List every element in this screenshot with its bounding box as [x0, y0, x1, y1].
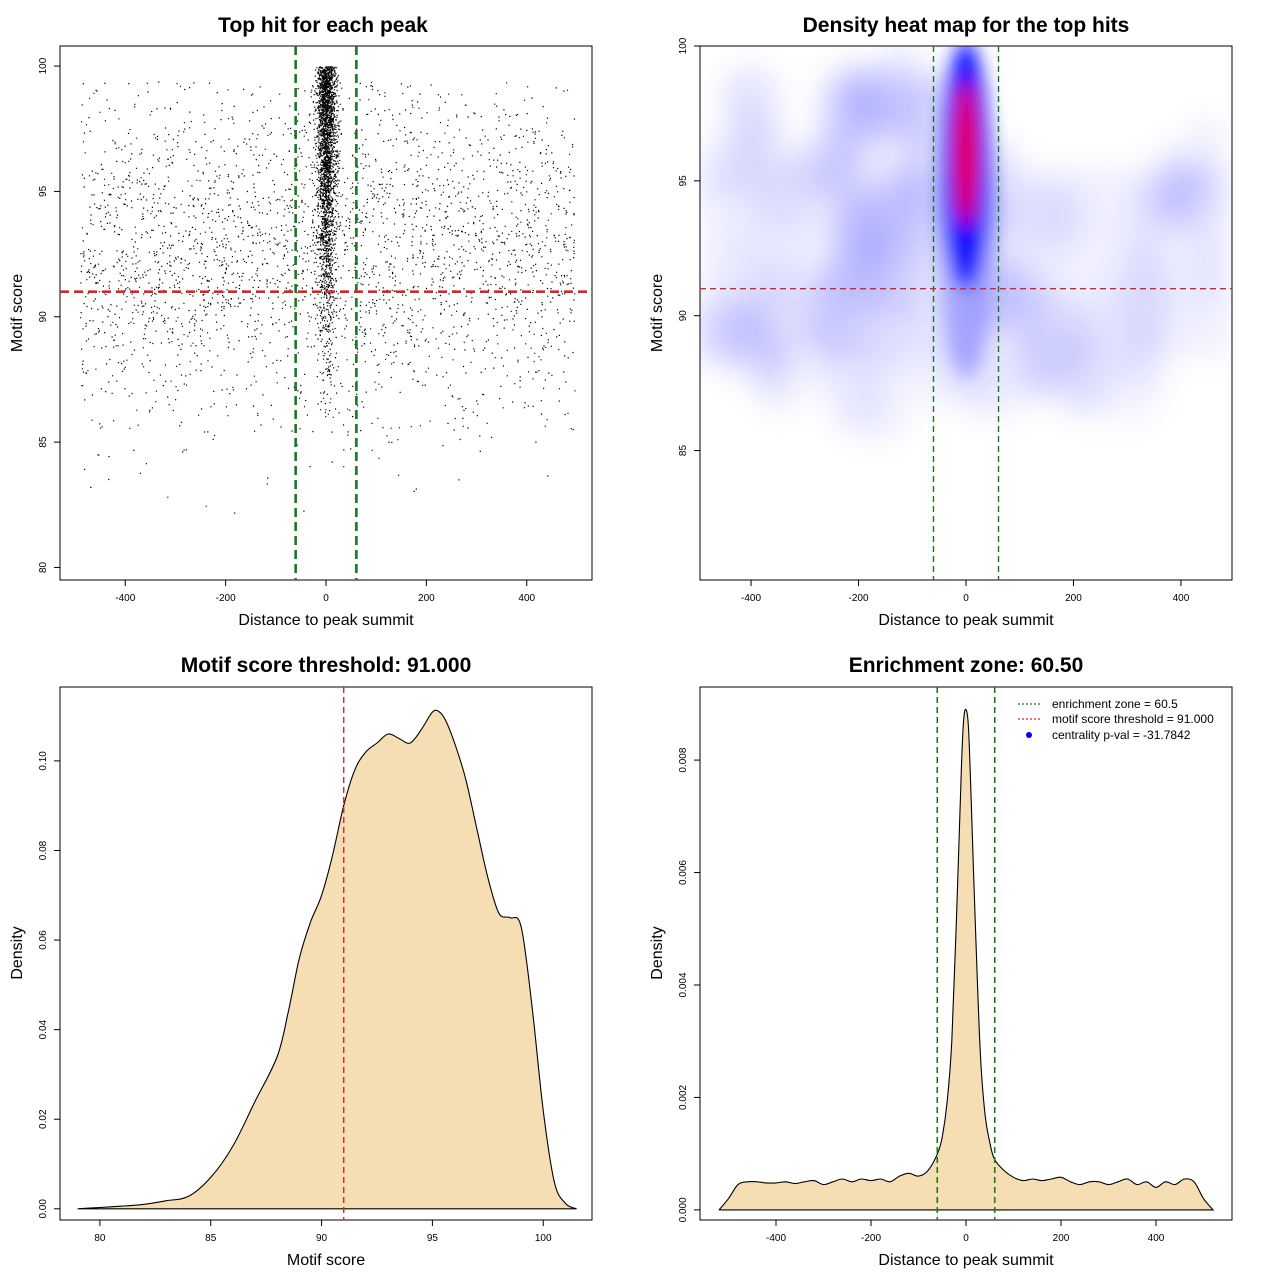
x-tick-label: 95	[427, 1233, 439, 1244]
x-tick-label: 0	[323, 593, 329, 604]
reference-lines	[700, 46, 1232, 580]
density-blob	[968, 361, 1035, 421]
legend: enrichment zone = 60.5 motif score thres…	[1018, 697, 1214, 742]
legend-pval-label: centrality p-val = -31.7842	[1052, 728, 1191, 742]
y-tick-label: 100	[38, 57, 49, 74]
x-axis-label: Distance to peak summit	[878, 612, 1054, 629]
x-tick-label: 100	[535, 1233, 552, 1244]
density-blob	[821, 62, 874, 121]
chart-title: Top hit for each peak	[218, 14, 428, 37]
x-tick-label: 200	[418, 593, 435, 604]
x-tick-label: -400	[115, 593, 135, 604]
y-tick-label: 90	[38, 311, 49, 323]
x-axis-label: Motif score	[287, 1252, 365, 1269]
density-line	[77, 709, 577, 1210]
density-blob	[858, 346, 915, 444]
y-axis-label: Density	[9, 926, 26, 979]
y-tick-label: 95	[38, 185, 49, 197]
x-tick-label: 400	[1148, 1233, 1165, 1244]
x-tick-label: -200	[216, 593, 236, 604]
scatter-panel: Top hit for each peak -400 -200 0 200 400 80…	[9, 14, 593, 629]
density-curve	[718, 708, 1215, 1211]
y-tick-label: 85	[678, 445, 689, 457]
y-tick-label: 0.00	[38, 1199, 49, 1219]
y-tick-label: 0.002	[678, 1084, 689, 1109]
y-tick-label: 85	[38, 436, 49, 448]
x-axis: 80 85 90 95 100	[94, 1220, 552, 1244]
x-axis-label: Distance to peak summit	[238, 612, 414, 629]
x-tick-label: 200	[1053, 1233, 1070, 1244]
x-tick-label: -200	[861, 1233, 881, 1244]
x-tick-label: -200	[849, 593, 869, 604]
y-tick-label: 0.06	[38, 930, 49, 950]
scatter-points	[80, 66, 576, 514]
legend-enrichment-label: enrichment zone = 60.5	[1052, 697, 1178, 711]
x-axis-label: Distance to peak summit	[878, 1252, 1054, 1269]
central-density	[936, 46, 996, 378]
x-tick-label: 80	[94, 1233, 106, 1244]
density-line	[718, 708, 1215, 1211]
y-tick-label: 0.006	[678, 860, 689, 885]
x-tick-label: 400	[518, 593, 535, 604]
x-tick-label: 90	[316, 1233, 328, 1244]
chart-title: Motif score threshold: 91.000	[181, 654, 472, 677]
y-tick-label: 90	[678, 310, 689, 322]
y-tick-label: 0.02	[38, 1109, 49, 1129]
y-tick-label: 100	[678, 37, 689, 54]
density-heat	[700, 46, 1232, 444]
score-density-panel: Motif score threshold: 91.000 80 85 90 95 10…	[9, 654, 593, 1269]
density-area-fill	[719, 709, 1213, 1210]
y-tick-label: 80	[38, 561, 49, 573]
legend-threshold-label: motif score threshold = 91.000	[1052, 712, 1214, 726]
scatter-point-cloud	[80, 66, 576, 514]
x-tick-label: 0	[963, 1233, 969, 1244]
x-tick-label: -400	[766, 1233, 786, 1244]
x-tick-label: -400	[741, 593, 761, 604]
y-tick-label: 0.008	[678, 747, 689, 772]
y-axis: 85 90 95 100	[678, 37, 700, 456]
legend-pval-point	[1026, 732, 1032, 738]
y-tick-label: 0.004	[678, 972, 689, 997]
x-axis: -400 -200 0 200 400	[741, 580, 1190, 604]
y-tick-label: 0.04	[38, 1019, 49, 1039]
x-axis: -400 -200 0 200 400	[115, 580, 536, 604]
x-tick-label: 400	[1173, 593, 1190, 604]
density-hotspot	[955, 81, 977, 226]
chart-title: Enrichment zone: 60.50	[849, 654, 1084, 677]
density-blob	[1095, 356, 1164, 425]
y-tick-label: 0.10	[38, 751, 49, 771]
x-tick-label: 0	[963, 593, 969, 604]
y-axis-label: Density	[649, 926, 666, 979]
plot-frame	[59, 686, 593, 1221]
x-tick-label: 200	[1065, 593, 1082, 604]
x-axis: -400 -200 0 200 400	[766, 1220, 1165, 1244]
density-area-fill	[77, 710, 577, 1209]
y-axis-label: Motif score	[649, 274, 666, 352]
density-curve	[77, 709, 577, 1210]
reference-lines	[60, 46, 592, 580]
heatmap-panel: Density heat map for the top hits -400 -2…	[649, 14, 1233, 629]
chart-title: Density heat map for the top hits	[803, 14, 1130, 37]
reference-lines	[936, 687, 996, 1220]
y-axis-label: Motif score	[9, 274, 26, 352]
y-axis: 0.00 0.02 0.04 0.06 0.08 0.10	[38, 751, 60, 1219]
distance-density-panel: Enrichment zone: 60.50 -400 -200 0 200 400 0…	[649, 654, 1233, 1269]
y-tick-label: 0.000	[678, 1197, 689, 1222]
y-tick-label: 0.08	[38, 840, 49, 860]
y-tick-label: 95	[678, 175, 689, 187]
y-axis: 80 85 90 95 100	[38, 57, 60, 573]
x-tick-label: 85	[205, 1233, 217, 1244]
y-axis: 0.000 0.002 0.004 0.006 0.008	[678, 747, 700, 1222]
